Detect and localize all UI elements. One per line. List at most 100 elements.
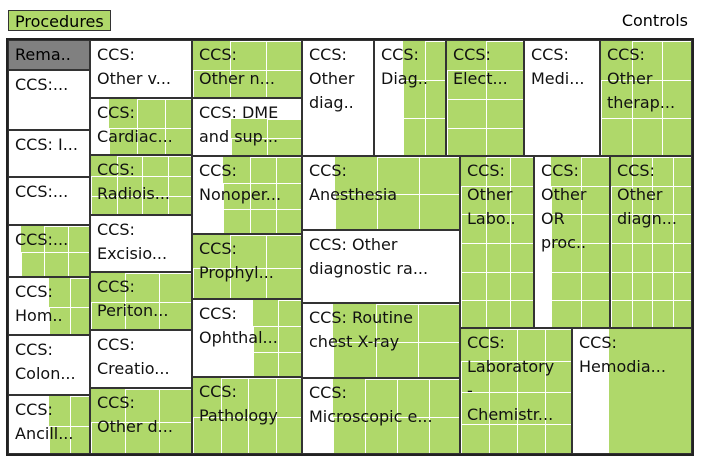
treemap-subtile (276, 157, 301, 183)
treemap-subtile (116, 176, 142, 196)
treemap-subtile (581, 157, 609, 186)
treemap-subtile (125, 422, 159, 453)
treemap-subtile (652, 157, 673, 186)
treemap-cell[interactable]: CCS: Other diagn... (610, 156, 692, 328)
treemap-subtile (489, 329, 517, 361)
treemap-subtile (91, 196, 117, 214)
treemap-subtile-group (91, 389, 191, 453)
treemap-subtile (125, 302, 159, 329)
treemap-subtile (249, 183, 277, 209)
treemap-subtile (116, 156, 142, 176)
treemap-cell[interactable]: CCS: DME and sup... (192, 98, 302, 156)
treemap-cell[interactable]: CCS: Excisio... (90, 215, 192, 272)
treemap-subtile (486, 70, 523, 99)
procedures-tab[interactable]: Procedures (8, 10, 111, 31)
treemap-subtile-group (193, 378, 301, 453)
treemap-cell[interactable]: CCS: Cardiac... (90, 98, 192, 155)
treemap-subtile (429, 417, 459, 453)
treemap-subtile (517, 360, 545, 392)
treemap-cell[interactable]: CCS: Routine chest X-ray (302, 303, 460, 378)
treemap-cell[interactable]: CCS: Periton... (90, 272, 192, 330)
treemap-subtile (652, 214, 673, 243)
treemap-subtile (248, 416, 276, 453)
treemap-subtile (510, 271, 533, 301)
controls-link[interactable]: Controls (621, 11, 688, 30)
treemap-cell[interactable]: CCS: Medi... (524, 40, 600, 156)
treemap-subtile (44, 252, 68, 276)
treemap-subtile (672, 300, 691, 327)
treemap-subtile (91, 302, 125, 329)
treemap-subtile (652, 185, 673, 215)
treemap-subtile (267, 138, 301, 155)
treemap-subtile (489, 360, 517, 392)
treemap-cell-label: CCS:... (15, 182, 69, 201)
treemap-cell[interactable]: CCS: Diag.. (374, 40, 446, 156)
treemap-cell[interactable]: CCS: Anesthesia (302, 156, 460, 230)
treemap-cell[interactable]: CCS: Laboratory - Chemistr... (460, 328, 572, 454)
treemap-subtile (461, 185, 486, 215)
treemap-subtile (70, 425, 89, 453)
treemap-cell[interactable]: Rema.. (8, 40, 90, 70)
treemap-cell[interactable]: CCS: Other v... (90, 40, 192, 98)
treemap-cell[interactable]: CCS: Hemodia... (572, 328, 692, 454)
treemap-subtile (461, 214, 486, 243)
treemap-cell[interactable]: CCS:... (8, 177, 90, 225)
treemap-subtile (447, 70, 486, 99)
treemap-subtile (220, 416, 248, 453)
treemap-cell[interactable]: CCS: Creatio... (90, 330, 192, 388)
treemap-subtile (70, 307, 89, 334)
treemap-cell[interactable]: CCS: Other therap... (600, 40, 692, 156)
treemap-subtile (461, 360, 489, 392)
treemap-subtile (333, 417, 365, 453)
treemap-cell[interactable]: CCS:... (8, 225, 90, 277)
treemap-subtile (672, 185, 691, 215)
treemap-cell[interactable]: CCS: Other diag.. (302, 40, 374, 156)
treemap-cell-label: CCS: Other diag.. (309, 45, 355, 112)
treemap-subtile (662, 79, 691, 119)
treemap-subtile-group (403, 41, 445, 155)
treemap-cell[interactable]: CCS: I... (8, 130, 90, 177)
treemap-subtile (517, 329, 545, 361)
treemap-subtile (486, 128, 523, 155)
treemap-subtile (159, 422, 191, 453)
treemap-subtile (278, 326, 301, 352)
treemap-cell[interactable]: CCS: Pathology (192, 377, 302, 454)
treemap-subtile-group (109, 99, 191, 154)
treemap-subtile (551, 300, 581, 327)
treemap-subtile (510, 214, 533, 243)
treemap-subtile (377, 194, 419, 229)
treemap-cell[interactable]: CCS: Hom.. (8, 277, 90, 335)
treemap-subtile (109, 127, 137, 154)
treemap-subtile (581, 271, 609, 301)
treemap-subtile (631, 214, 652, 243)
treemap-subtile (461, 392, 489, 424)
treemap-subtile (631, 41, 663, 80)
treemap-subtile-group (601, 41, 691, 155)
treemap-cell-label: CCS: Other diagnostic ra... (309, 235, 429, 278)
treemap-subtile (142, 156, 168, 176)
treemap-cell[interactable]: CCS: Prophyl... (192, 234, 302, 299)
treemap-subtile-group (461, 329, 571, 453)
treemap-subtile-group (223, 157, 301, 233)
treemap-cell[interactable]: CCS: Radiois... (90, 155, 192, 215)
treemap-cell[interactable]: CCS:... (8, 70, 90, 130)
treemap-subtile (419, 194, 459, 229)
treemap-subtile-group (91, 273, 191, 329)
treemap-cell[interactable]: CCS: Colon... (8, 335, 90, 395)
treemap-subtile (510, 243, 533, 272)
treemap-cell[interactable]: CCS: Other d... (90, 388, 192, 454)
treemap-cell[interactable]: CCS: Other diagnostic ra... (302, 230, 460, 303)
treemap-cell[interactable]: CCS: Nonoper... (192, 156, 302, 234)
treemap-cell[interactable]: CCS: Elect... (446, 40, 524, 156)
treemap-subtile (403, 79, 425, 119)
treemap-cell[interactable]: CCS: Ancill... (8, 395, 90, 454)
treemap-cell[interactable]: CCS: Other OR proc.. (534, 156, 610, 328)
treemap-cell[interactable]: CCS: Other n... (192, 40, 302, 98)
treemap-subtile-group (193, 235, 301, 298)
treemap-subtile (403, 118, 425, 155)
treemap-cell[interactable]: CCS: Ophthal... (192, 299, 302, 377)
treemap-cell[interactable]: CCS: Other Labo.. (460, 156, 534, 328)
treemap-subtile (167, 196, 191, 214)
treemap-cell[interactable]: CCS: Microscopic e... (302, 378, 460, 454)
treemap-subtile (365, 379, 397, 417)
